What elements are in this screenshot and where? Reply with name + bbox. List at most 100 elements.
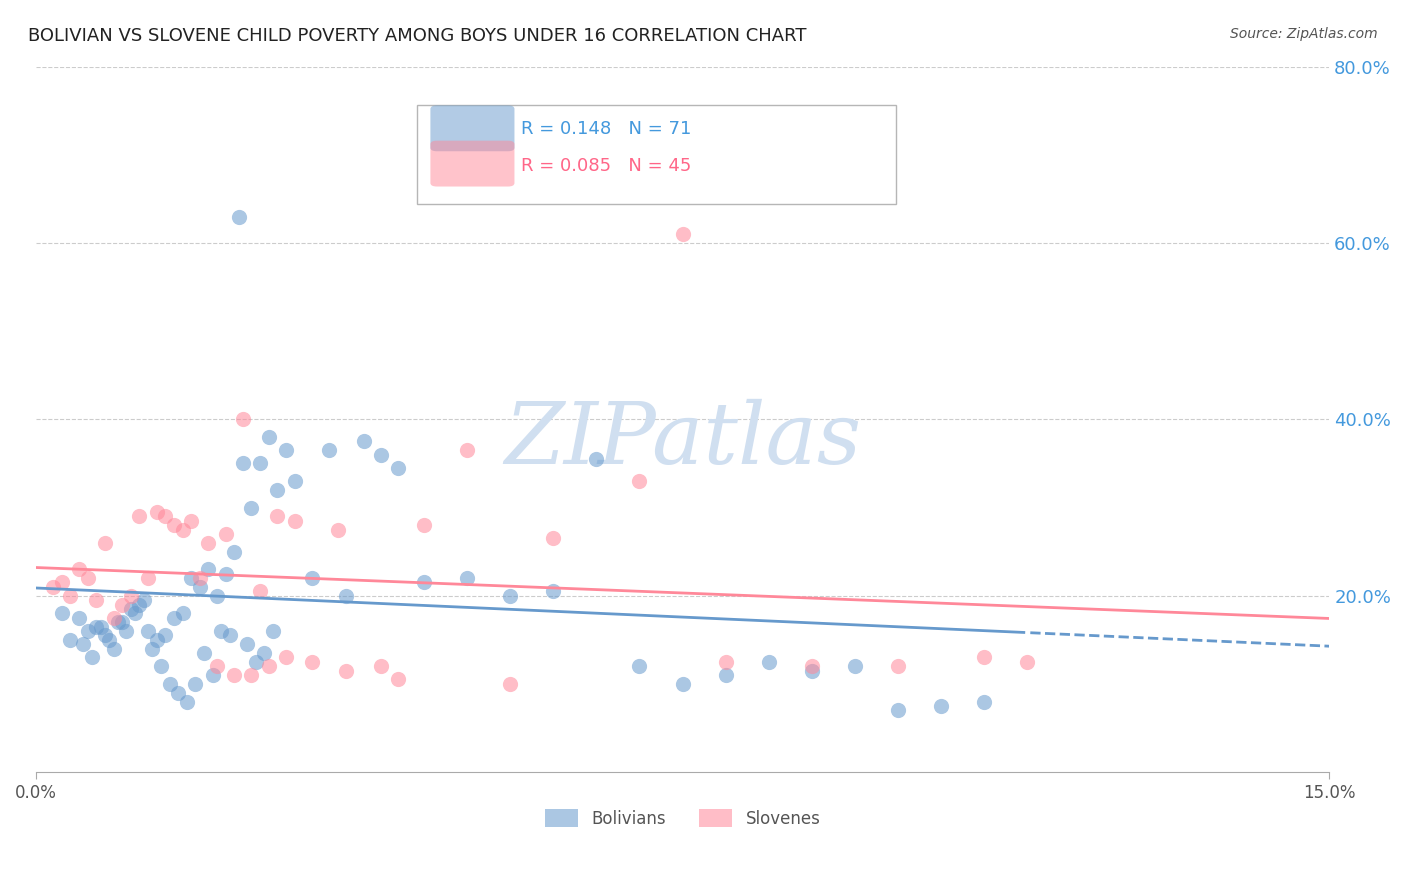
Point [141, 641, 163, 656]
Point [456, 443, 478, 458]
Point [124, 607, 146, 621]
Point [84, 619, 107, 633]
Point [714, 655, 737, 669]
Point [103, 641, 125, 656]
Point [172, 607, 194, 621]
Point [318, 443, 340, 458]
Point [274, 650, 297, 665]
Point [844, 659, 866, 673]
Point [42, 580, 65, 594]
Point [59, 632, 82, 647]
Point [274, 443, 297, 458]
Point [413, 518, 436, 533]
Point [136, 571, 159, 585]
Point [176, 694, 198, 708]
Point [353, 434, 375, 449]
Point [628, 474, 651, 488]
FancyBboxPatch shape [430, 105, 515, 152]
Point [887, 703, 910, 717]
Point [249, 457, 271, 471]
Point [94, 628, 117, 642]
Point [800, 659, 823, 673]
Point [266, 483, 288, 497]
Point [236, 637, 259, 651]
Point [184, 677, 207, 691]
Text: ZIPatlas: ZIPatlas [503, 399, 860, 482]
Point [145, 505, 167, 519]
Point [387, 460, 409, 475]
Point [543, 532, 565, 546]
Point [245, 655, 267, 669]
Point [370, 659, 392, 673]
Point [370, 448, 392, 462]
FancyBboxPatch shape [430, 141, 515, 186]
Point [205, 659, 228, 673]
Point [51, 607, 73, 621]
Legend: Bolivians, Slovenes: Bolivians, Slovenes [538, 803, 827, 834]
Text: R = 0.148   N = 71: R = 0.148 N = 71 [522, 120, 692, 137]
Point [59, 589, 82, 603]
Point [214, 527, 236, 541]
Point [335, 664, 357, 678]
Point [240, 668, 263, 682]
Point [209, 624, 232, 638]
Point [284, 514, 307, 528]
Point [232, 412, 254, 426]
Point [499, 589, 522, 603]
Point [973, 694, 995, 708]
Point [232, 457, 254, 471]
Point [145, 632, 167, 647]
Point [224, 668, 246, 682]
Point [262, 624, 284, 638]
Point [266, 509, 288, 524]
Point [103, 611, 125, 625]
Point [180, 571, 202, 585]
Point [714, 668, 737, 682]
Point [387, 673, 409, 687]
Point [499, 677, 522, 691]
Point [159, 677, 181, 691]
Point [188, 571, 211, 585]
Point [128, 598, 150, 612]
Point [67, 611, 90, 625]
Text: R = 0.085   N = 45: R = 0.085 N = 45 [522, 157, 692, 175]
Point [94, 535, 117, 549]
Point [249, 584, 271, 599]
Point [201, 668, 224, 682]
Point [800, 664, 823, 678]
Point [163, 611, 186, 625]
Point [253, 646, 276, 660]
Point [585, 452, 607, 467]
Point [326, 523, 349, 537]
Point [132, 593, 155, 607]
Point [51, 575, 73, 590]
Point [257, 430, 280, 444]
Point [929, 698, 952, 713]
Point [214, 566, 236, 581]
Point [90, 619, 112, 633]
Point [84, 593, 107, 607]
Point [155, 628, 177, 642]
Point [671, 227, 693, 241]
Point [228, 210, 250, 224]
Point [115, 624, 138, 638]
Point [197, 562, 219, 576]
Point [219, 628, 242, 642]
Point [301, 571, 323, 585]
Point [628, 659, 651, 673]
Point [67, 562, 90, 576]
Point [240, 500, 263, 515]
Point [257, 659, 280, 673]
Point [111, 598, 134, 612]
Point [284, 474, 307, 488]
Point [111, 615, 134, 629]
Point [973, 650, 995, 665]
Point [758, 655, 780, 669]
Point [301, 655, 323, 669]
Point [120, 602, 142, 616]
Point [188, 580, 211, 594]
Point [72, 637, 94, 651]
Text: Source: ZipAtlas.com: Source: ZipAtlas.com [1230, 27, 1378, 41]
Point [224, 544, 246, 558]
FancyBboxPatch shape [418, 105, 896, 204]
